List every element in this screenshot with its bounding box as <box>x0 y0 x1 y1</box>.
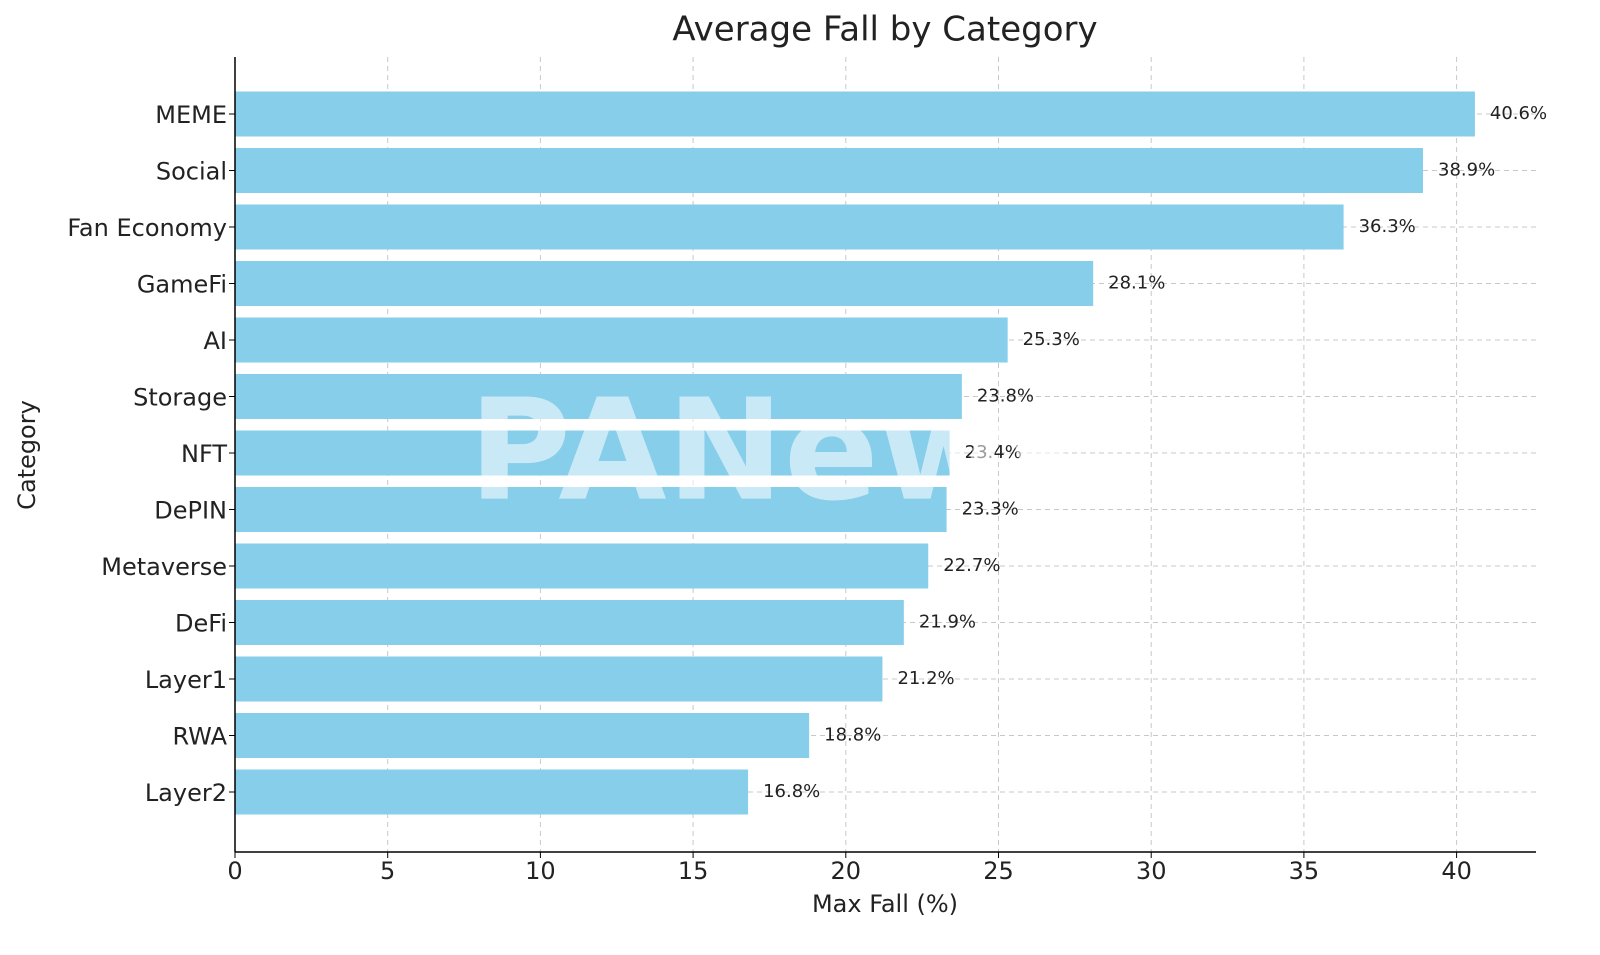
bar <box>235 204 1344 250</box>
value-label: 23.4% <box>965 442 1022 463</box>
value-label: 38.9% <box>1438 160 1495 181</box>
y-tick-label: GameFi <box>137 271 227 299</box>
bar <box>235 543 929 589</box>
bar <box>235 769 749 815</box>
value-label: 36.3% <box>1359 216 1416 237</box>
x-tick-label: 15 <box>678 857 709 885</box>
x-tick-label: 5 <box>380 857 395 885</box>
bars: 40.6% 38.9% 36.3% 28.1% 25.3% 23.8% 23.4% 23.3%… <box>235 91 1547 815</box>
x-tick-label: 30 <box>1136 857 1167 885</box>
value-label: 16.8% <box>763 781 820 802</box>
y-tick-label: RWA <box>172 723 227 751</box>
y-tick-label: Layer1 <box>145 666 227 694</box>
y-tick-label: DeFi <box>175 610 227 638</box>
value-label: 22.7% <box>943 555 1000 576</box>
y-tick-label: Fan Economy <box>67 214 227 242</box>
value-label: 21.9% <box>919 612 976 633</box>
x-tick-label: 20 <box>831 857 862 885</box>
x-axis-label: Max Fall (%) <box>812 890 958 918</box>
bar <box>235 713 810 758</box>
x-tick-label: 10 <box>525 857 556 885</box>
y-tick-label: MEME <box>155 101 227 129</box>
value-label: 18.8% <box>824 725 881 746</box>
value-label: 23.8% <box>977 386 1034 407</box>
bar <box>235 261 1094 306</box>
y-tick-label: Metaverse <box>101 553 227 581</box>
bar <box>235 656 883 702</box>
y-tick-label: NFT <box>181 440 227 468</box>
value-label: 23.3% <box>962 499 1019 520</box>
watermark: PANews <box>469 370 1092 533</box>
y-tick-label: Layer2 <box>145 779 227 807</box>
value-label: 25.3% <box>1023 329 1080 350</box>
value-label: 28.1% <box>1108 273 1165 294</box>
y-tick-label: Social <box>156 158 227 186</box>
y-tick-label: Storage <box>133 384 227 412</box>
y-tick-label: DePIN <box>154 497 227 525</box>
bar <box>235 430 950 476</box>
value-label: 21.2% <box>897 668 954 689</box>
x-tick-label: 25 <box>983 857 1014 885</box>
x-tick-label: 0 <box>227 857 242 885</box>
y-tick-label: AI <box>204 327 228 355</box>
bar <box>235 91 1475 137</box>
bar <box>235 374 962 419</box>
x-tick-label: 40 <box>1441 857 1472 885</box>
bar <box>235 148 1424 193</box>
bar <box>235 600 904 645</box>
y-axis-label: Category <box>13 400 41 510</box>
value-label: 40.6% <box>1490 103 1547 124</box>
chart-title: Average Fall by Category <box>672 10 1097 50</box>
bar <box>235 317 1008 363</box>
x-tick-label: 35 <box>1289 857 1320 885</box>
bar <box>235 487 947 532</box>
